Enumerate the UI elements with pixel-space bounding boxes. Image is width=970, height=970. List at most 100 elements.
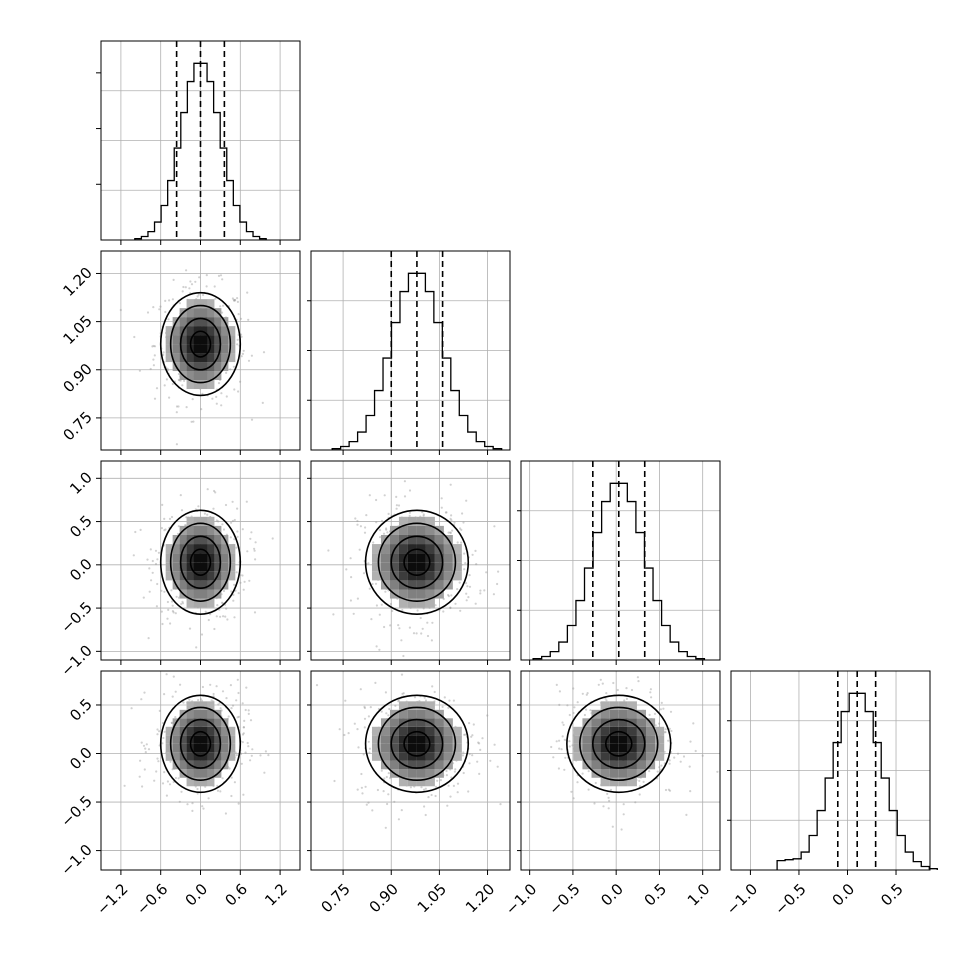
density-cell-3-2-2--3: [636, 760, 647, 770]
density-cell-3-0-4--1: [228, 743, 236, 753]
scatter-point-2-1-276: [391, 609, 394, 613]
density-cell-2-1-1--2: [425, 571, 435, 581]
scatter-point-3-0-399: [216, 789, 220, 792]
density-cell-1-0--2-3: [186, 308, 194, 318]
scatter-point-3-0-387: [199, 698, 203, 701]
density-cell-2-1--3--3: [389, 580, 399, 590]
scatter-point-2-0-100: [225, 607, 228, 610]
scatter-point-3-0-376: [123, 784, 126, 787]
scatter-point-2-1-260: [389, 624, 392, 627]
density-cell-2-1-4--1: [452, 562, 462, 572]
density-cell-2-1-0--2: [416, 571, 426, 581]
scatter-point-3-2-301: [667, 788, 671, 791]
density-cell-3-0--4-0: [172, 735, 180, 744]
scatter-point-3-1-193: [467, 790, 470, 793]
scatter-point-1-0-185: [250, 354, 253, 357]
density-cell-2-1-1-3: [425, 525, 435, 535]
density-cell-2-1--4--1: [380, 562, 390, 572]
density-cell-3-1--1--4: [407, 769, 417, 778]
scatter-point-2-0-105: [219, 615, 222, 618]
scatter-point-2-1-97: [447, 593, 450, 597]
density-cell-3-2--2--1: [600, 743, 610, 753]
density-cell-2-1-2--3: [434, 580, 444, 590]
scatter-point-2-0-70: [213, 489, 216, 493]
panel-2-2: [517, 460, 721, 665]
scatter-point-3-1-208: [448, 699, 451, 702]
scatter-point-3-0-418: [239, 752, 243, 756]
scatter-point-2-0-108: [146, 558, 149, 561]
contour-2-1-0: [403, 548, 431, 577]
density-cell-3-0--5-0: [165, 735, 173, 744]
density-cell-2-0-1-4: [207, 516, 215, 526]
scatter-point-2-1-82: [465, 499, 468, 502]
scatter-point-2-1-256: [352, 612, 355, 615]
scatter-point-1-0-55: [233, 298, 237, 301]
density-cell-2-0--2-1: [186, 544, 194, 554]
scatter-point-3-2-41: [625, 697, 629, 701]
scatter-point-3-0-410: [244, 751, 247, 754]
density-cell-1-0--1--5: [193, 380, 201, 390]
scatter-point-2-0-11: [221, 523, 224, 526]
density-cell-2-1--2--5: [398, 598, 408, 608]
scatter-point-2-0-267: [212, 507, 215, 510]
scatter-point-3-1-181: [486, 714, 489, 717]
density-cell-3-2-3-0: [646, 735, 656, 744]
density-cell-1-0-1--1: [207, 344, 215, 354]
scatter-point-2-1-181: [467, 596, 470, 599]
xtick-label-3-1: −0.5: [771, 880, 809, 918]
scatter-point-2-1-231: [374, 582, 378, 585]
density-cell-2-1--3-0: [389, 553, 399, 563]
scatter-point-2-0-150: [177, 596, 181, 599]
scatter-point-3-0-342: [156, 733, 159, 736]
contour-3-1-1: [390, 718, 444, 769]
density-cell-3-1-0--2: [416, 752, 426, 761]
density-cell-3-0--1--2: [193, 752, 201, 761]
density-cell-3-0--4--1: [172, 743, 180, 753]
scatter-point-2-0-364: [233, 616, 236, 619]
scatter-point-3-2-258: [668, 762, 671, 765]
scatter-point-3-1-65: [383, 777, 386, 780]
scatter-point-3-2-154: [566, 704, 569, 707]
density-cell-3-2-2-2: [636, 718, 647, 727]
density-cell-2-0-0--3: [200, 580, 208, 590]
density-cell-2-0--2-0: [186, 553, 194, 563]
density-cell-2-0-0--1: [200, 562, 208, 572]
scatter-point-2-1-58: [416, 609, 419, 612]
scatter-point-2-0-176: [242, 588, 245, 591]
ytick-label-2-4: 1.0: [66, 468, 96, 498]
scatter-point-3-1-407: [443, 696, 446, 699]
scatter-point-3-1-285: [463, 733, 466, 736]
scatter-point-1-0-25: [190, 283, 194, 286]
density-cell-2-1-0-1: [416, 544, 426, 554]
xtick-label-2-1: −0.5: [545, 880, 583, 918]
density-cell-3-0--3-0: [179, 735, 187, 744]
scatter-point-3-0-61: [235, 754, 238, 757]
scatter-point-3-0-107: [243, 719, 246, 723]
density-cell-3-0--2--1: [186, 743, 194, 753]
scatter-point-3-2-337: [664, 731, 667, 734]
scatter-point-3-1-192: [400, 673, 404, 676]
density-cell-2-0--1--1: [193, 562, 201, 572]
scatter-point-3-2-5: [679, 760, 682, 763]
scatter-point-3-2-66: [558, 739, 561, 742]
scatter-point-2-0-257: [156, 558, 159, 561]
scatter-point-1-0-314: [250, 418, 254, 421]
scatter-point-2-1-72: [454, 602, 457, 605]
density-cell-2-1-4--2: [452, 571, 462, 581]
scatter-point-1-0-287: [221, 278, 224, 281]
scatter-point-3-0-110: [230, 776, 233, 779]
scatter-point-2-1-279: [408, 514, 411, 518]
scatter-point-2-0-139: [163, 517, 166, 521]
density-cell-2-1-1--1: [425, 562, 435, 572]
density-cell-1-0--4--1: [172, 344, 180, 354]
density-cell-3-0--2-0: [186, 735, 194, 744]
scatter-point-3-0-275: [241, 733, 245, 736]
scatter-point-3-0-365: [250, 754, 253, 757]
scatter-point-3-0-268: [230, 707, 233, 710]
scatter-point-1-0-98: [172, 278, 175, 281]
contour-2-1-2: [377, 522, 457, 602]
scatter-point-2-1-240: [431, 621, 434, 624]
density-cell-2-1-4-1: [452, 544, 462, 554]
density-cell-3-0-2-0: [214, 735, 222, 744]
scatter-point-2-1-289: [408, 489, 412, 492]
